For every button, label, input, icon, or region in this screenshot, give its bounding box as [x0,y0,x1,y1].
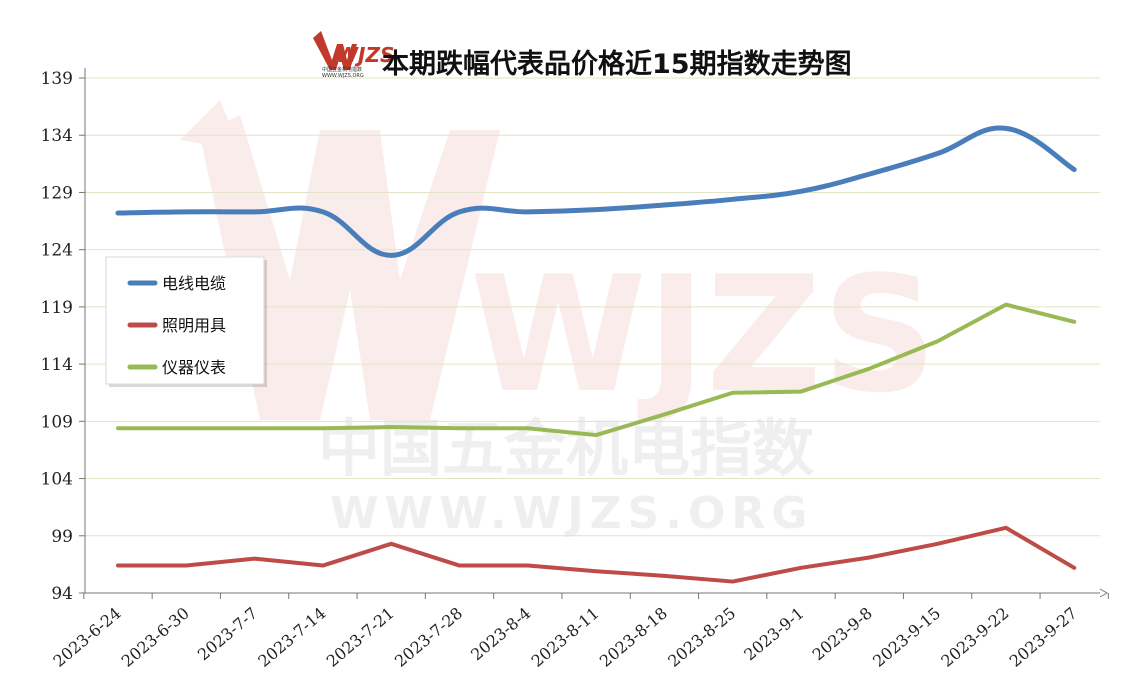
y-tick-label: 109 [41,412,73,432]
logo: WJZS 中国五金机电指数 WWW.WJZS.ORG [313,31,394,79]
y-tick-label: 119 [41,298,73,318]
chart-title: 本期跌幅代表品价格近15期指数走势图 [382,49,852,80]
series-lines [115,125,1077,584]
x-tick-label: 2023-9-15 [869,604,944,671]
watermark-url: WWW.WJZS.ORG [330,488,813,539]
logo-mark: WJZS [336,43,394,67]
y-tick-label: 114 [41,355,73,375]
logo-url: WWW.WJZS.ORG [322,73,364,79]
x-tick-label: 2023-9-1 [740,604,807,665]
legend-label: 照明用具 [162,316,226,335]
x-axis-arrow-icon [1099,588,1109,598]
x-tick-label: 2023-8-4 [467,604,534,665]
x-tick-label: 2023-8-11 [528,604,603,671]
y-tick-label: 94 [51,584,73,604]
watermark-cn: 中国五金机电指数 [318,412,814,485]
x-tick-label: 2023-8-18 [596,604,671,671]
y-tick-label: 104 [41,470,73,490]
watermark-arrow-head-icon [180,100,240,150]
x-tick-label: 2023-9-22 [937,604,1012,671]
logo-arrow-icon [313,31,357,70]
legend-box [105,256,265,385]
x-tick-label: 2023-6-24 [49,604,124,671]
watermark-mark: WJZS [470,241,937,428]
x-tick-label: 2023-6-30 [118,604,193,671]
watermark-arrow-icon [200,115,500,420]
x-tick-label: 2023-7-21 [323,604,398,671]
y-tick-label: 129 [41,183,73,203]
x-tick-label: 2023-7-7 [194,604,261,665]
y-tick-label: 139 [41,69,73,89]
x-tick-label: 2023-8-25 [664,604,739,671]
gridlines [85,77,1100,537]
y-axis-ticks: 94 99 104 109 114 119 124 129 134 139 [41,69,85,604]
legend-label: 电线电缆 [162,274,226,293]
x-tick-label: 2023-9-8 [809,604,876,665]
watermark: WJZS 中国五金机电指数 WWW.WJZS.ORG [180,100,937,539]
logo-caption: 中国五金机电指数 [322,66,362,73]
x-tick-label: 2023-7-28 [391,604,466,671]
axes [84,68,1109,598]
y-tick-label: 99 [51,527,73,547]
x-tick-label: 2023-7-14 [254,604,329,671]
x-tick-label: 2023-9-27 [1006,604,1081,671]
y-tick-label: 134 [41,126,73,146]
legend-label: 仪器仪表 [162,358,226,377]
y-tick-label: 124 [41,241,73,261]
chart-header: WJZS 中国五金机电指数 WWW.WJZS.ORG 本期跌幅代表品价格近15期… [313,31,852,80]
